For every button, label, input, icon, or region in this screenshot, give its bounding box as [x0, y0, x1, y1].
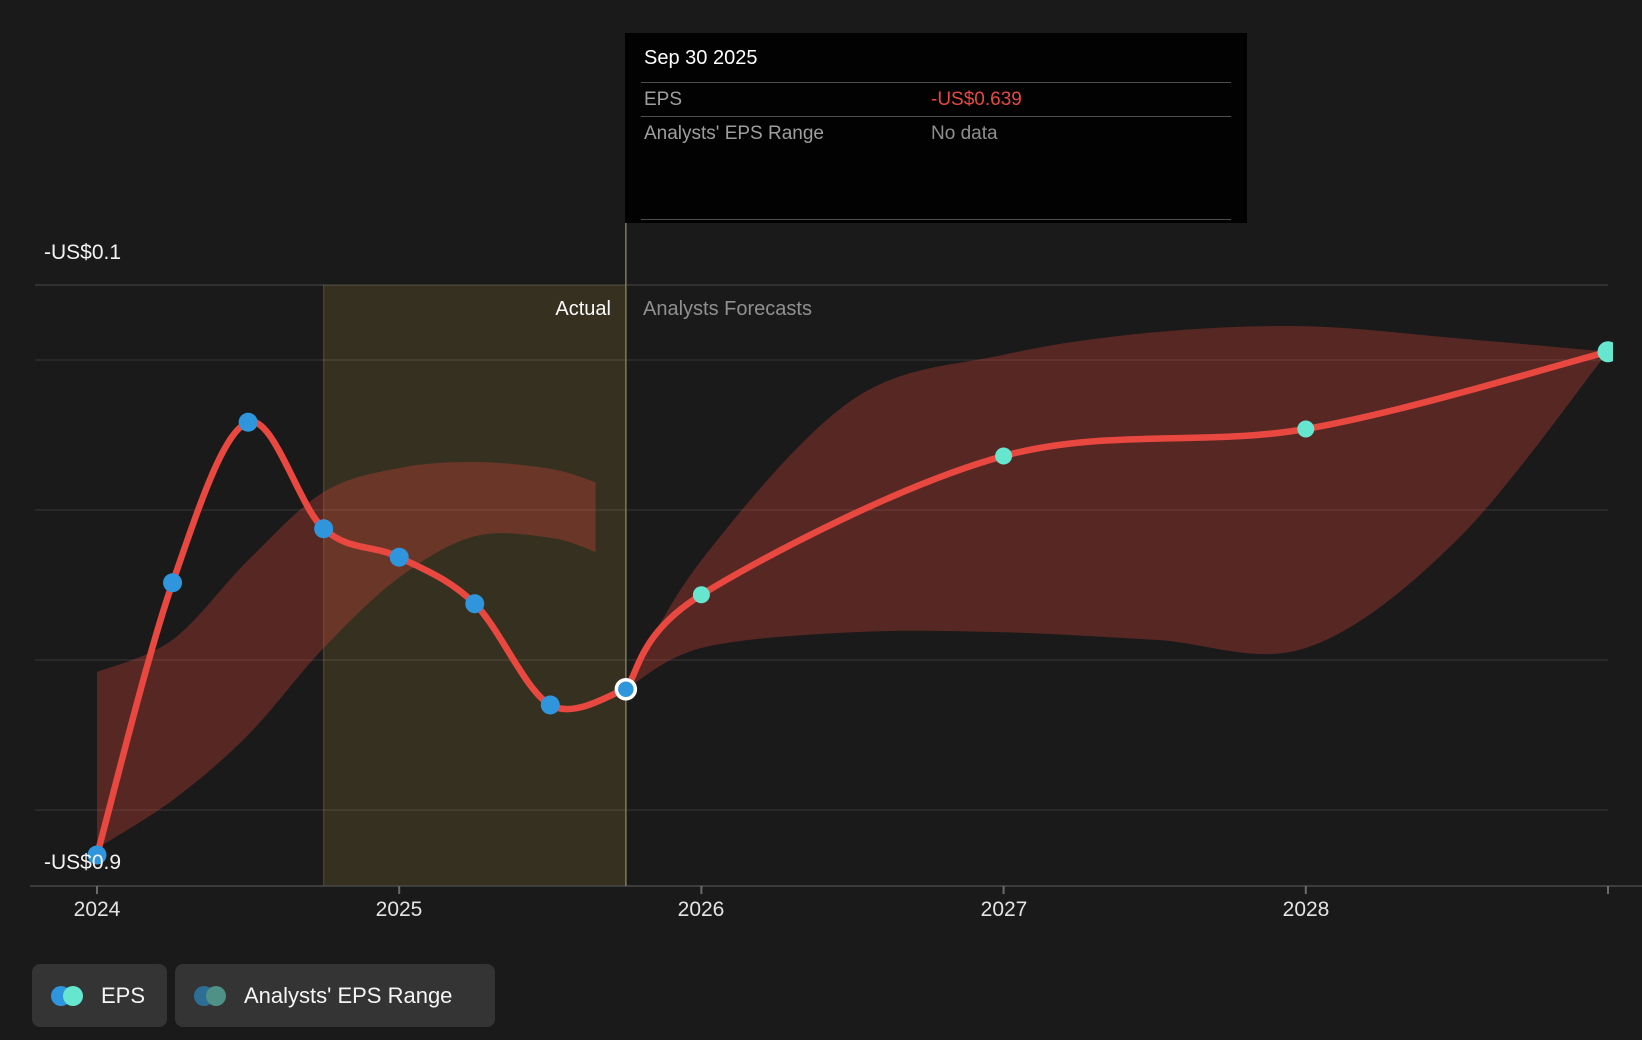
eps-points[interactable] [87, 341, 1619, 865]
forecast-eps-point[interactable] [1597, 341, 1619, 363]
actual-eps-point[interactable] [314, 519, 334, 539]
forecasts-section-label: Analysts Forecasts [643, 298, 812, 320]
forecast-dot-icon [63, 985, 83, 1006]
hover-tooltip: Sep 30 2025 EPS -US$0.639 Analysts' EPS … [625, 33, 1247, 223]
tooltip-row-eps: EPS -US$0.639 [644, 83, 1228, 116]
gridlines [35, 284, 1608, 811]
x-tick-2026: 2026 [678, 898, 725, 921]
tooltip-divider [641, 82, 1231, 83]
x-tick-2025: 2025 [376, 898, 423, 921]
eps-legend-icon [51, 985, 85, 1007]
forecast-eps-point[interactable] [1297, 420, 1315, 438]
tooltip-eps-label: EPS [644, 89, 683, 110]
actual-section-label: Actual [555, 298, 611, 320]
actual-eps-point[interactable] [540, 695, 560, 715]
plot-hover-region[interactable] [35, 285, 1613, 886]
legend-item-eps[interactable]: EPS [32, 964, 167, 1027]
selected-eps-point[interactable] [614, 678, 638, 701]
eps-range-legend-icon [194, 985, 228, 1007]
tooltip-date: Sep 30 2025 [644, 47, 758, 69]
tooltip-divider [641, 116, 1231, 117]
x-tick-2024: 2024 [74, 898, 121, 921]
range-dot2-icon [206, 985, 226, 1006]
y-axis-label-bottom: -US$0.9 [44, 851, 121, 874]
actual-window-highlight [323, 285, 626, 886]
actual-eps-point[interactable] [389, 547, 409, 567]
tooltip-divider [641, 219, 1231, 220]
forecast-eps-point[interactable] [692, 586, 710, 604]
x-axis [30, 885, 1642, 894]
x-tick-2028: 2028 [1283, 898, 1330, 921]
actual-eps-point[interactable] [238, 412, 258, 432]
tooltip-row-range: Analysts' EPS Range No data [644, 117, 1228, 150]
tooltip-range-label: Analysts' EPS Range [644, 123, 824, 144]
actual-eps-point[interactable] [87, 845, 107, 865]
legend-item-eps-range[interactable]: Analysts' EPS Range [175, 964, 495, 1027]
legend-eps-range-label: Analysts' EPS Range [244, 982, 453, 1008]
y-axis-label-top: -US$0.1 [44, 241, 121, 264]
actual-eps-point[interactable] [465, 594, 485, 614]
forecast-eps-point[interactable] [995, 447, 1013, 465]
legend-eps-label: EPS [101, 982, 146, 1008]
x-tick-2027: 2027 [981, 898, 1028, 921]
tooltip-eps-value: -US$0.639 [931, 89, 1022, 110]
actual-eps-point[interactable] [163, 573, 183, 593]
tooltip-range-value: No data [931, 123, 998, 144]
legend: EPS Analysts' EPS Range [0, 964, 1642, 1027]
